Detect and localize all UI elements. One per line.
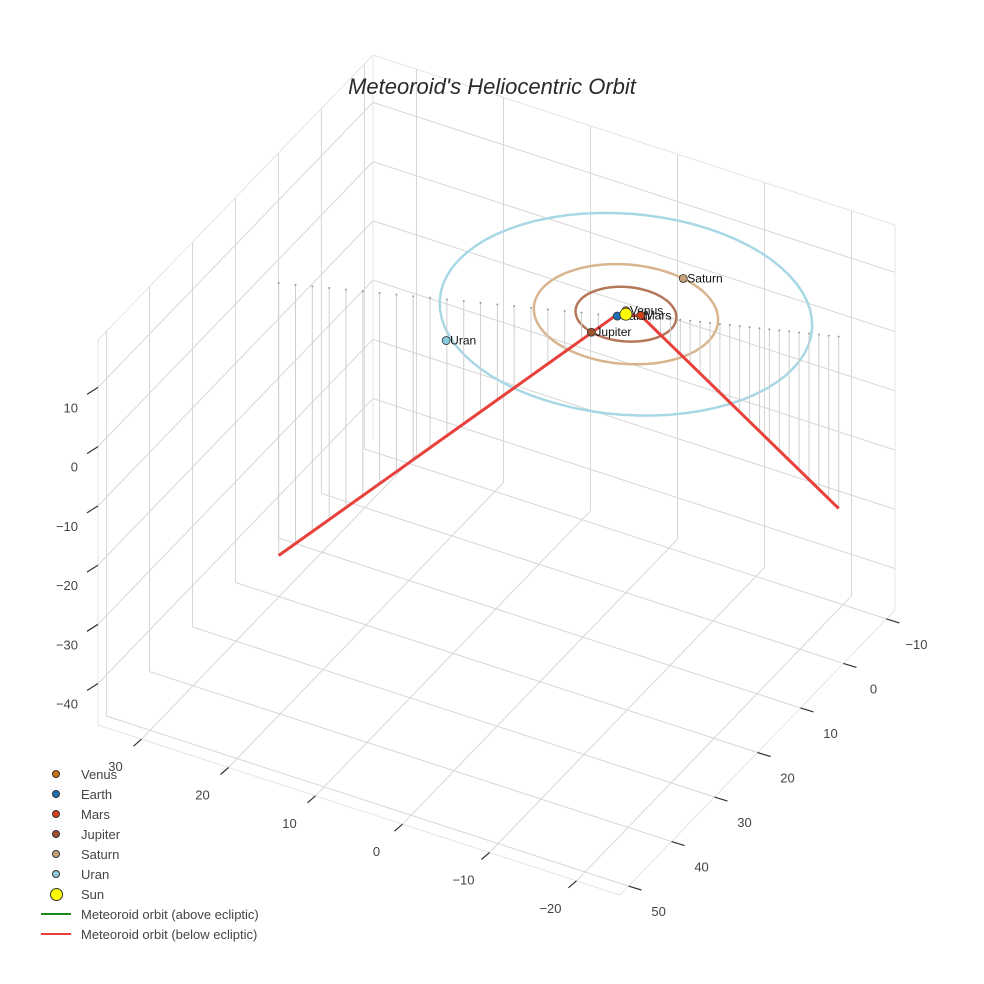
planet-orbits [438,211,814,417]
marker-dot-icon [36,864,76,884]
svg-text:−40: −40 [56,697,78,712]
drop-lines [277,282,840,556]
legend-label: Sun [81,886,105,902]
svg-text:20: 20 [195,788,209,803]
legend-label: Earth [81,786,113,802]
axis-ticks: −20 −10 0 10 20 30 −10 0 10 20 30 40 50 10 0 −10 −20 −30 −… [56,386,927,919]
marker-dot-icon [36,844,76,864]
svg-text:−10: −10 [905,637,927,652]
saturn-marker[interactable] [678,274,688,283]
svg-text:−20: −20 [539,901,561,916]
svg-text:50: 50 [651,904,665,919]
svg-text:30: 30 [108,759,122,774]
legend-item[interactable]: Meteoroid orbit (above ecliptic) [36,904,259,924]
svg-text:−10: −10 [452,873,474,888]
marker-dot-icon [36,804,76,824]
legend-label: Meteoroid orbit (below ecliptic) [81,926,258,942]
legend-item[interactable]: Sun [36,884,259,904]
line-swatch-icon [36,904,76,924]
mars-marker[interactable] [636,311,646,320]
uran-marker[interactable] [441,336,451,345]
svg-text:10: 10 [64,400,78,415]
svg-text:10: 10 [823,726,837,741]
svg-text:−30: −30 [56,637,78,652]
legend-item[interactable]: Uran [36,864,259,884]
svg-text:10: 10 [282,816,296,831]
uran-orbit [438,211,814,417]
legend-item[interactable]: Jupiter [36,824,259,844]
sun-marker[interactable] [619,307,633,321]
marker-dot-icon [36,784,76,804]
line-swatch-icon [36,924,76,944]
saturn-orbit [532,262,720,366]
legend-label: Uran [81,866,110,882]
legend-item[interactable]: Mars [36,804,259,824]
legend-item[interactable]: Meteoroid orbit (below ecliptic) [36,924,259,944]
jupiter-orbit [574,285,678,343]
legend-item[interactable]: Venus [36,764,259,784]
legend-label: Jupiter [81,826,121,842]
svg-text:−20: −20 [56,578,78,593]
marker-dot-icon [36,764,76,784]
legend-item[interactable]: Saturn [36,844,259,864]
legend-label: Venus [81,766,118,782]
jupiter-marker[interactable] [587,327,596,337]
svg-text:−10: −10 [56,519,78,534]
saturn-label: Saturn [687,271,722,285]
svg-text:40: 40 [694,860,708,875]
svg-text:0: 0 [870,681,877,696]
uran-label: Uran [450,334,476,348]
legend[interactable]: Venus Earth Mars Jupiter Saturn Uran Sun Meteor… [36,764,259,944]
legend-label: Saturn [81,846,120,862]
legend-item[interactable]: Earth [36,784,259,804]
svg-text:30: 30 [737,815,751,830]
jupiter-label: Jupiter [595,325,631,339]
svg-text:0: 0 [71,460,78,475]
chart-title: Meteoroid's Heliocentric Orbit [348,74,636,99]
legend-label: Meteoroid orbit (above ecliptic) [81,906,259,922]
svg-text:0: 0 [373,844,380,859]
svg-text:20: 20 [780,771,794,786]
marker-dot-icon [36,824,76,844]
marker-dot-icon [36,884,76,904]
mars-label: Mars [645,309,672,323]
legend-label: Mars [81,806,110,822]
